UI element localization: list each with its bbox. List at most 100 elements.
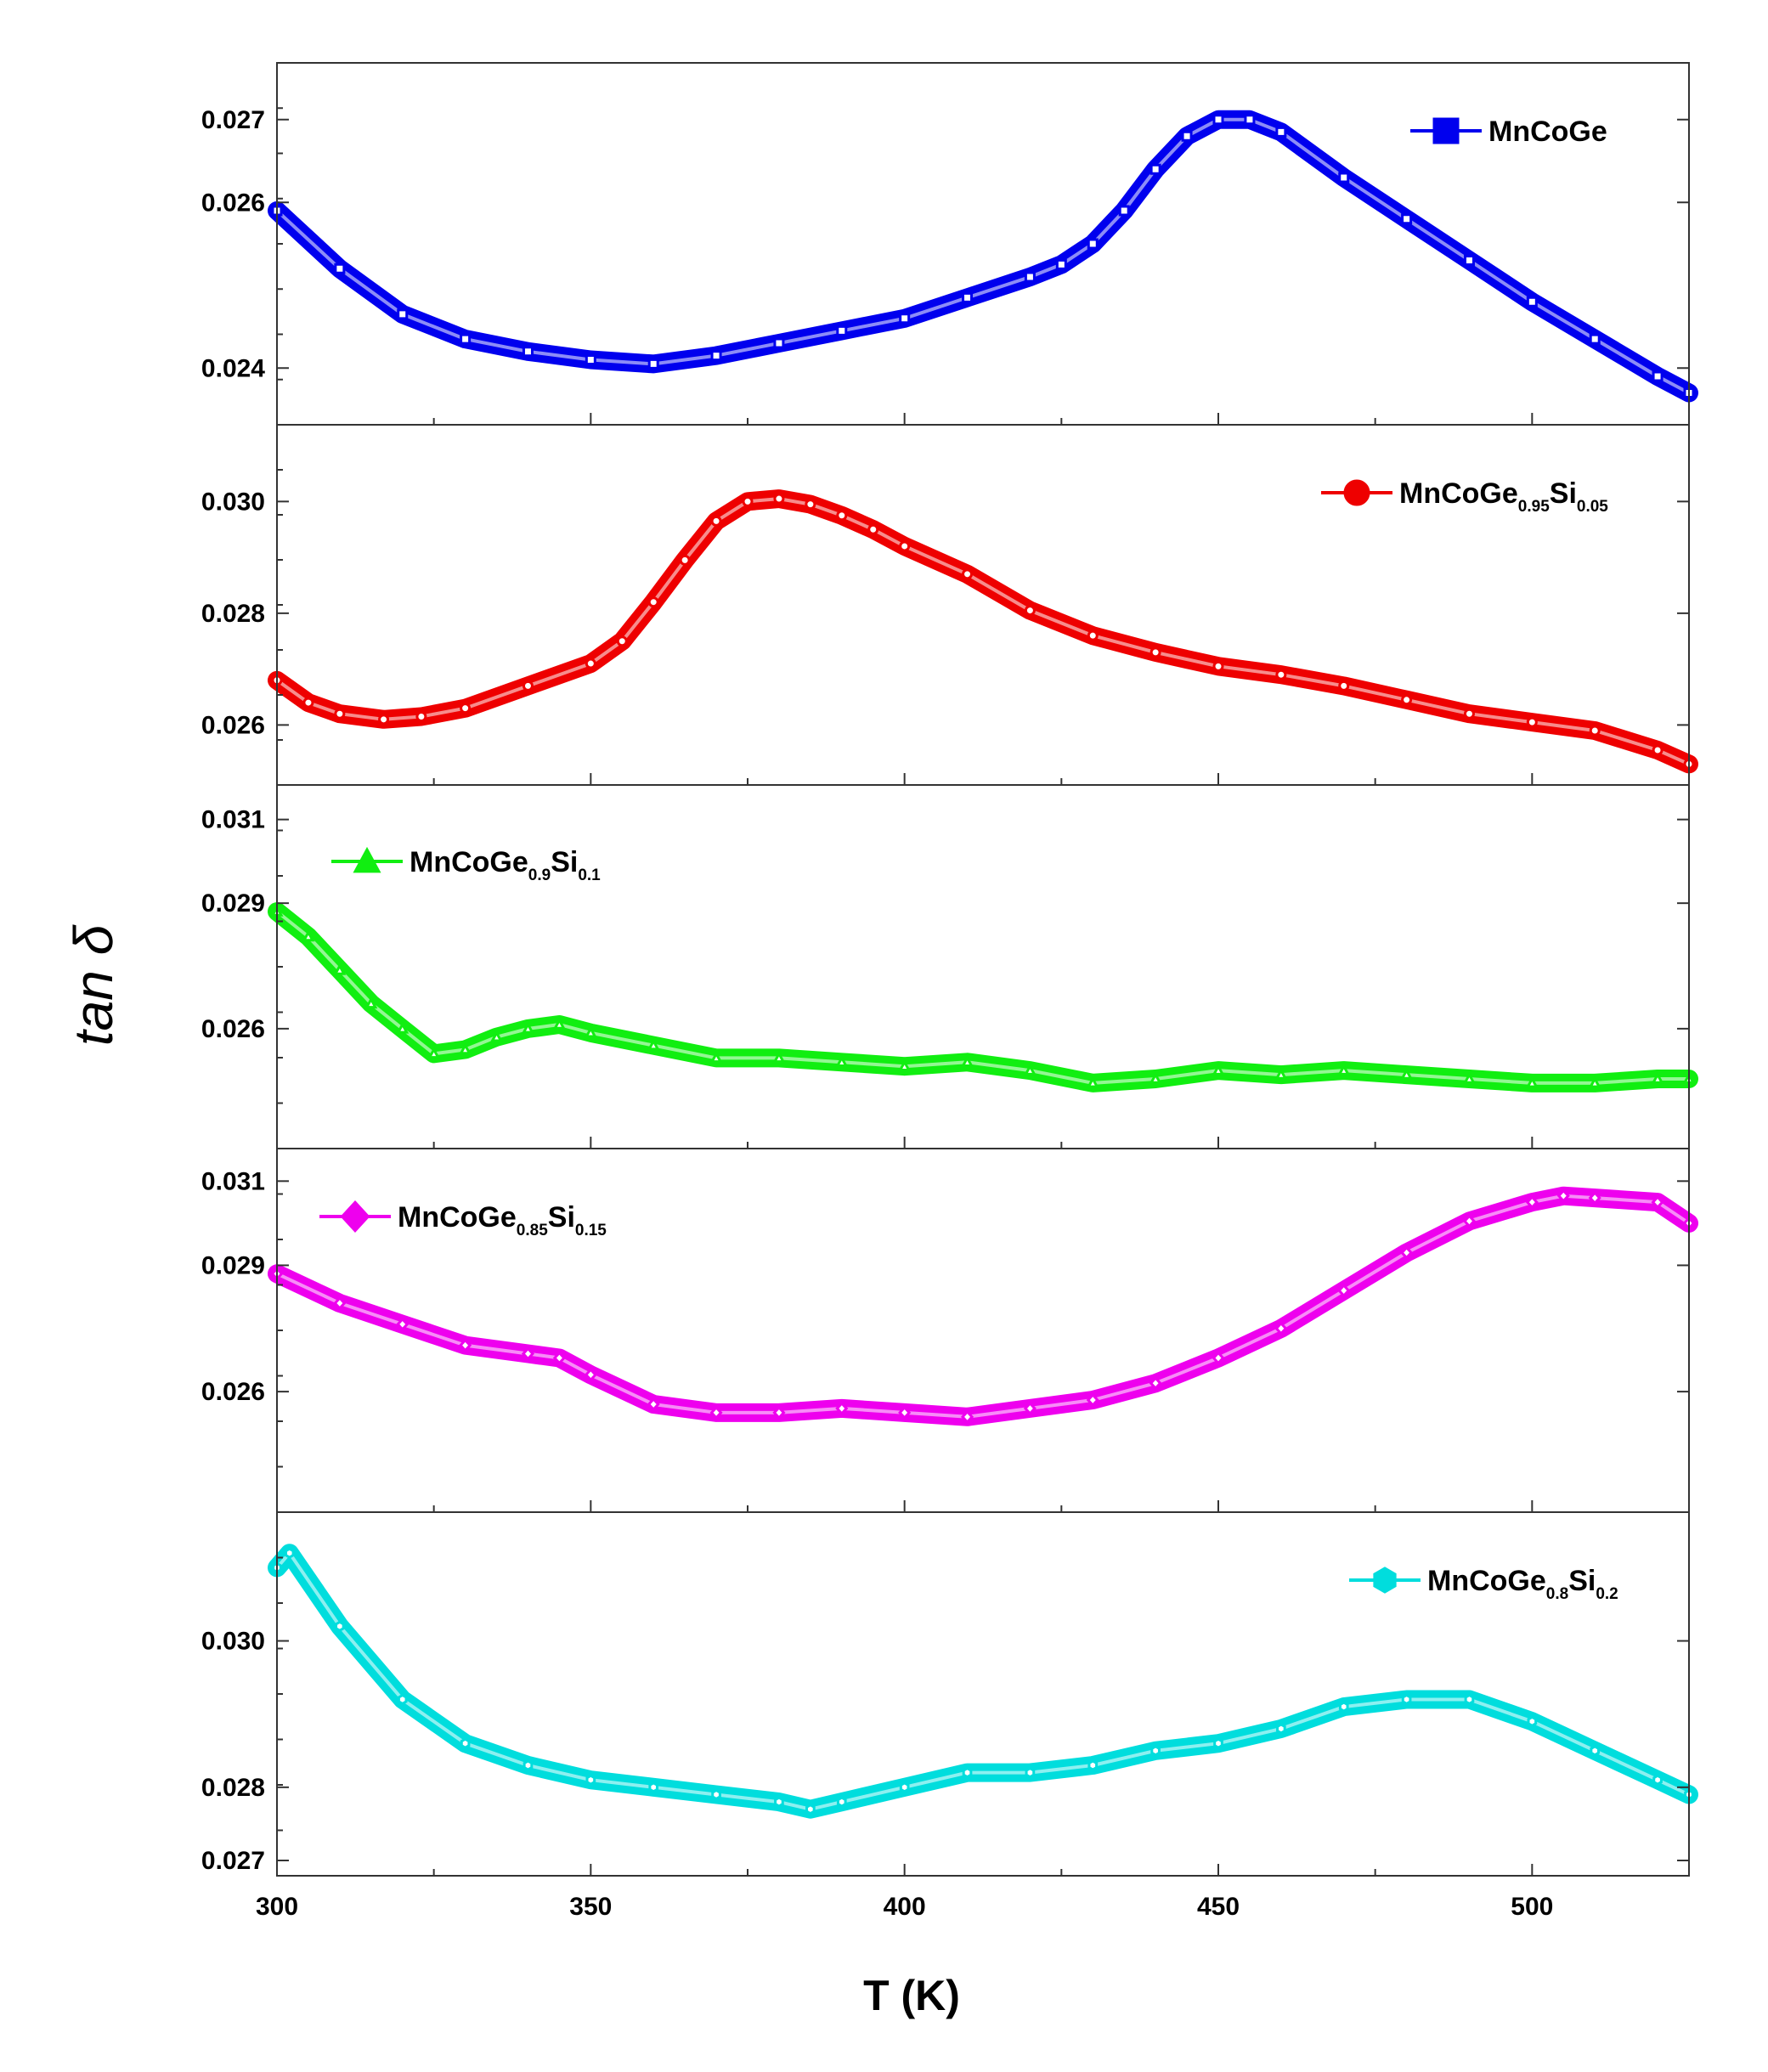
y-tick-label: 0.029 <box>201 889 265 917</box>
data-point <box>1401 694 1413 706</box>
legend-subscript: 0.15 <box>575 1222 607 1239</box>
legend-subscript: 0.1 <box>578 867 601 884</box>
data-point <box>397 1693 408 1706</box>
data-point <box>898 1059 912 1071</box>
data-point <box>1149 646 1161 658</box>
data-point <box>1149 1375 1162 1391</box>
data-point <box>333 963 347 975</box>
data-point <box>1086 1076 1099 1088</box>
data-point <box>302 929 315 942</box>
data-point <box>836 1796 847 1808</box>
data-point <box>490 1030 504 1042</box>
data-point <box>1651 1194 1664 1210</box>
data-point <box>1023 1063 1037 1076</box>
data-point <box>1055 258 1067 270</box>
y-tick-label: 0.031 <box>201 1167 265 1195</box>
data-point <box>1589 333 1601 345</box>
legend-5: MnCoGe0.8Si0.2 <box>1349 1565 1618 1603</box>
data-point <box>898 1405 912 1420</box>
data-point <box>334 263 346 274</box>
data-point <box>1463 708 1475 720</box>
legend-element: Si <box>1568 1565 1596 1597</box>
legend-subscript: 0.2 <box>1596 1585 1618 1603</box>
data-point <box>427 1047 441 1059</box>
legend-base: MnCoGe <box>1488 116 1607 148</box>
data-point <box>961 1055 974 1068</box>
legend-subscript: 0.85 <box>517 1222 548 1239</box>
data-point <box>1526 716 1538 728</box>
legend-label: MnCoGe0.85Si0.15 <box>398 1201 607 1239</box>
data-point <box>647 596 659 608</box>
y-tick-label: 0.027 <box>201 1847 265 1875</box>
data-point <box>1401 1693 1412 1706</box>
legend-label: MnCoGe0.95Si0.05 <box>1399 477 1608 516</box>
legend-4: MnCoGe0.85Si0.15 <box>319 1200 607 1239</box>
data-point <box>1149 163 1161 175</box>
data-point <box>1338 172 1350 183</box>
data-point <box>772 1405 786 1420</box>
legend-element: Si <box>548 1201 575 1234</box>
data-point <box>1337 1063 1351 1076</box>
data-point <box>522 1759 534 1771</box>
y-tick-label: 0.026 <box>201 711 265 739</box>
data-point <box>1462 1214 1477 1228</box>
legend-2: MnCoGe0.95Si0.05 <box>1321 477 1608 516</box>
y-tick-label: 0.030 <box>201 488 265 516</box>
data-point <box>584 1025 597 1038</box>
data-point <box>1212 660 1224 672</box>
data-point <box>710 350 722 362</box>
data-point <box>1212 1351 1225 1365</box>
data-point <box>1024 605 1036 617</box>
data-point <box>1400 1245 1414 1260</box>
y-tick-label: 0.026 <box>201 1378 265 1406</box>
legend-3: MnCoGe0.9Si0.1 <box>331 846 601 884</box>
data-point <box>1652 370 1664 382</box>
legend-label: MnCoGe <box>1488 116 1607 148</box>
data-point <box>1274 1067 1288 1080</box>
legend-marker <box>353 846 381 873</box>
data-point <box>460 333 472 345</box>
data-point <box>1589 725 1601 737</box>
data-point <box>899 313 911 325</box>
data-point <box>1087 238 1099 250</box>
data-point <box>709 1405 723 1420</box>
data-point <box>1651 1071 1664 1084</box>
data-point <box>1086 1392 1099 1408</box>
data-point <box>647 358 659 370</box>
data-point <box>585 1774 596 1786</box>
data-point <box>648 1781 659 1793</box>
data-point <box>960 1409 974 1425</box>
data-point <box>522 346 534 358</box>
x-tick-label: 450 <box>1197 1893 1240 1921</box>
y-tick-label: 0.028 <box>201 600 265 628</box>
data-point <box>521 1347 535 1361</box>
data-point <box>1181 130 1193 142</box>
panel-2: 0.026 0.028 0.030 MnCoGe0.95Si0.05 <box>201 469 1698 785</box>
data-point <box>1652 1774 1663 1786</box>
data-point <box>460 1737 471 1749</box>
legend-1: MnCoGe <box>1410 116 1607 148</box>
data-point <box>1590 1745 1601 1757</box>
data-point <box>1276 1723 1286 1735</box>
legend-base: MnCoGe <box>398 1201 517 1234</box>
data-point <box>774 1796 784 1808</box>
legend-base: MnCoGe <box>410 846 528 878</box>
data-point <box>773 337 785 349</box>
data-point <box>805 1803 816 1815</box>
data-point <box>962 568 974 580</box>
data-point <box>333 1296 347 1311</box>
data-point <box>1150 1745 1161 1757</box>
data-point <box>1652 744 1664 756</box>
x-axis-title: T (K) <box>863 1972 960 2019</box>
data-point <box>459 1042 472 1055</box>
series-line-highlight-1 <box>275 117 1691 395</box>
data-point <box>1337 1283 1351 1298</box>
data-point <box>396 1021 410 1034</box>
data-point <box>1338 1701 1349 1713</box>
data-point <box>1588 1190 1601 1205</box>
data-point <box>1274 1321 1288 1335</box>
data-point <box>284 1547 295 1559</box>
frame-layer <box>276 62 1690 1877</box>
data-point <box>1463 255 1475 266</box>
